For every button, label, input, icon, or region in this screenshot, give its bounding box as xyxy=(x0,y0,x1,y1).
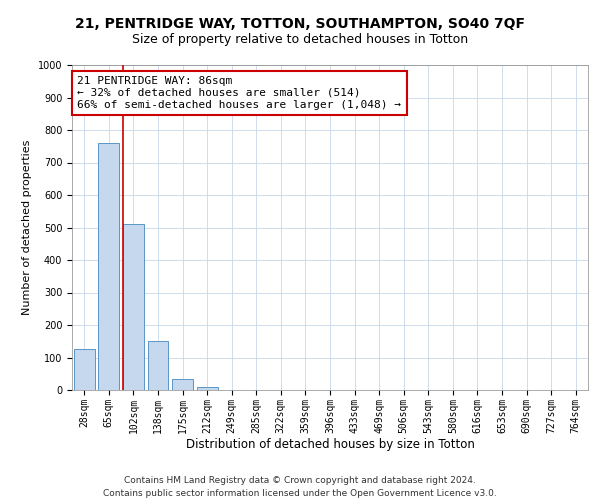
Text: Contains HM Land Registry data © Crown copyright and database right 2024.
Contai: Contains HM Land Registry data © Crown c… xyxy=(103,476,497,498)
Y-axis label: Number of detached properties: Number of detached properties xyxy=(22,140,32,315)
Bar xyxy=(197,387,218,390)
Bar xyxy=(74,350,95,390)
Bar xyxy=(123,224,144,390)
Text: 21, PENTRIDGE WAY, TOTTON, SOUTHAMPTON, SO40 7QF: 21, PENTRIDGE WAY, TOTTON, SOUTHAMPTON, … xyxy=(75,18,525,32)
Text: Size of property relative to detached houses in Totton: Size of property relative to detached ho… xyxy=(132,32,468,46)
Bar xyxy=(172,378,193,390)
Bar xyxy=(98,143,119,390)
X-axis label: Distribution of detached houses by size in Totton: Distribution of detached houses by size … xyxy=(185,438,475,452)
Bar xyxy=(148,341,169,390)
Text: 21 PENTRIDGE WAY: 86sqm
← 32% of detached houses are smaller (514)
66% of semi-d: 21 PENTRIDGE WAY: 86sqm ← 32% of detache… xyxy=(77,76,401,110)
